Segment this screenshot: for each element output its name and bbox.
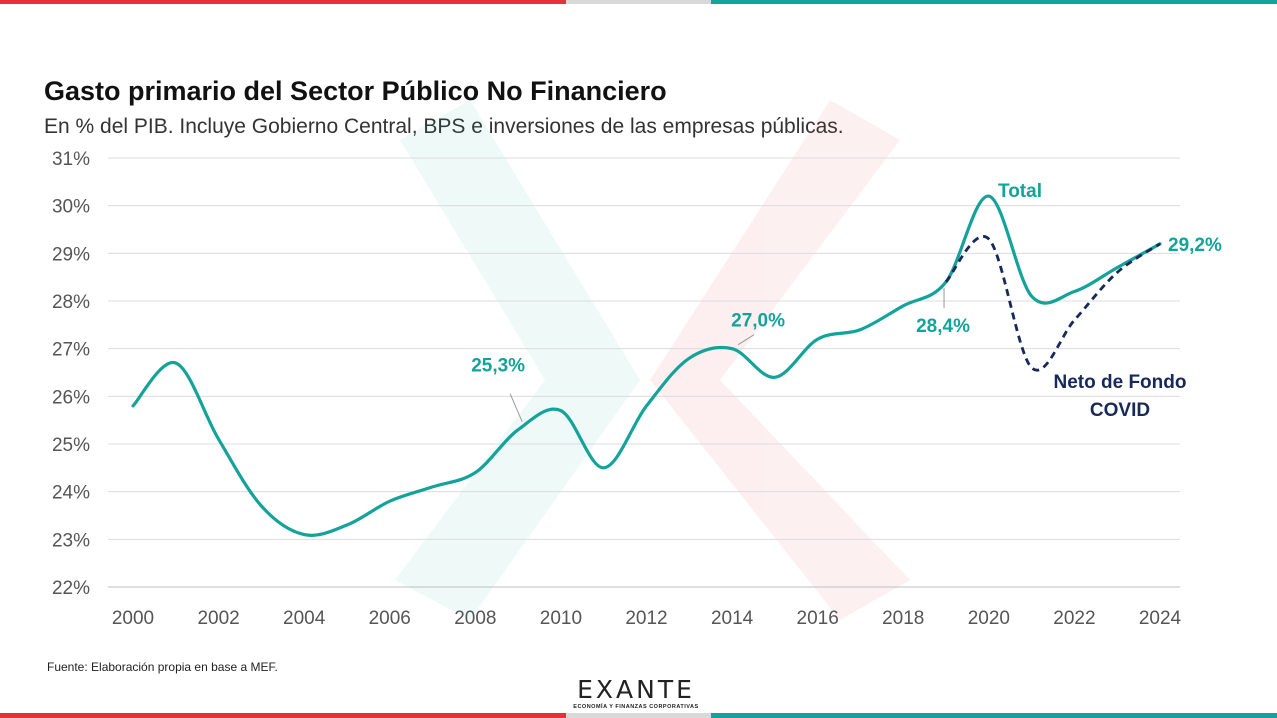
logo-tagline: ECONOMÍA Y FINANZAS CORPORATIVAS — [573, 704, 699, 710]
x-axis-ticks: 2000 2002 2004 2006 2008 2010 2012 2014 2016 2018… — [112, 608, 1182, 629]
data-label: 27,0% — [731, 311, 785, 332]
chart-subtitle: En % del PIB. Incluye Gobierno Central, … — [44, 115, 844, 138]
x-tick-label: 2016 — [797, 608, 839, 629]
bottom-accent-gray — [566, 713, 711, 718]
series-label-total: Total — [998, 181, 1042, 202]
bottom-accent-bar — [0, 713, 1277, 718]
watermark-stroke-teal — [395, 100, 640, 620]
top-accent-teal — [711, 0, 1277, 4]
x-tick-label: 2012 — [625, 608, 667, 629]
x-tick-label: 2004 — [283, 608, 326, 629]
top-accent-gray — [566, 0, 711, 4]
data-label: 29,2% — [1168, 235, 1222, 256]
bottom-accent-teal — [711, 713, 1277, 718]
y-tick-label: 29% — [52, 244, 90, 265]
x-tick-label: 2014 — [711, 608, 754, 629]
data-label: 25,3% — [471, 356, 525, 377]
x-tick-label: 2000 — [112, 608, 154, 629]
series-label-covid-line1: Neto de Fondo — [1054, 372, 1187, 393]
data-annotations: 25,3% 27,0% 28,4% 29,2% — [471, 235, 1222, 377]
y-tick-label: 28% — [52, 292, 90, 313]
watermark-x — [395, 100, 910, 620]
series-line-total — [131, 194, 1162, 537]
bottom-accent-red — [0, 713, 566, 718]
annotation-leader — [509, 393, 523, 422]
x-tick-label: 2018 — [882, 608, 924, 629]
y-tick-label: 25% — [52, 435, 90, 456]
source-note: Fuente: Elaboración propia en base a MEF… — [47, 660, 278, 674]
y-tick-label: 23% — [52, 530, 90, 551]
watermark-stroke-red — [650, 100, 910, 620]
y-tick-label: 31% — [52, 149, 90, 170]
exante-logo: EXANTE ECONOMÍA Y FINANZAS CORPORATIVAS — [566, 675, 706, 711]
y-tick-label: 24% — [52, 483, 90, 504]
y-tick-label: 27% — [52, 340, 90, 361]
chart-title: Gasto primario del Sector Público No Fin… — [44, 76, 667, 106]
logo-wordmark: EXANTE — [577, 675, 695, 704]
x-tick-label: 2002 — [197, 608, 239, 629]
annotation-leaders — [509, 287, 945, 422]
series-label-covid-line2: COVID — [1090, 400, 1150, 421]
x-tick-label: 2008 — [454, 608, 496, 629]
y-tick-label: 30% — [52, 197, 90, 218]
top-accent-bar — [0, 0, 1277, 4]
data-label: 28,4% — [916, 316, 970, 337]
y-axis-ticks: 22% 23% 24% 25% 26% 27% 28% 29% 30% 31% — [52, 149, 90, 599]
top-accent-red — [0, 0, 566, 4]
x-tick-label: 2022 — [1053, 608, 1095, 629]
annotation-leader — [737, 334, 755, 346]
y-tick-label: 22% — [52, 578, 90, 599]
x-tick-label: 2006 — [369, 608, 411, 629]
x-tick-label: 2010 — [540, 608, 582, 629]
x-tick-label: 2020 — [968, 608, 1010, 629]
gridlines — [108, 157, 1180, 588]
y-tick-label: 26% — [52, 387, 90, 408]
x-tick-label: 2024 — [1139, 608, 1182, 629]
series-line-neto-covid — [944, 235, 1161, 372]
